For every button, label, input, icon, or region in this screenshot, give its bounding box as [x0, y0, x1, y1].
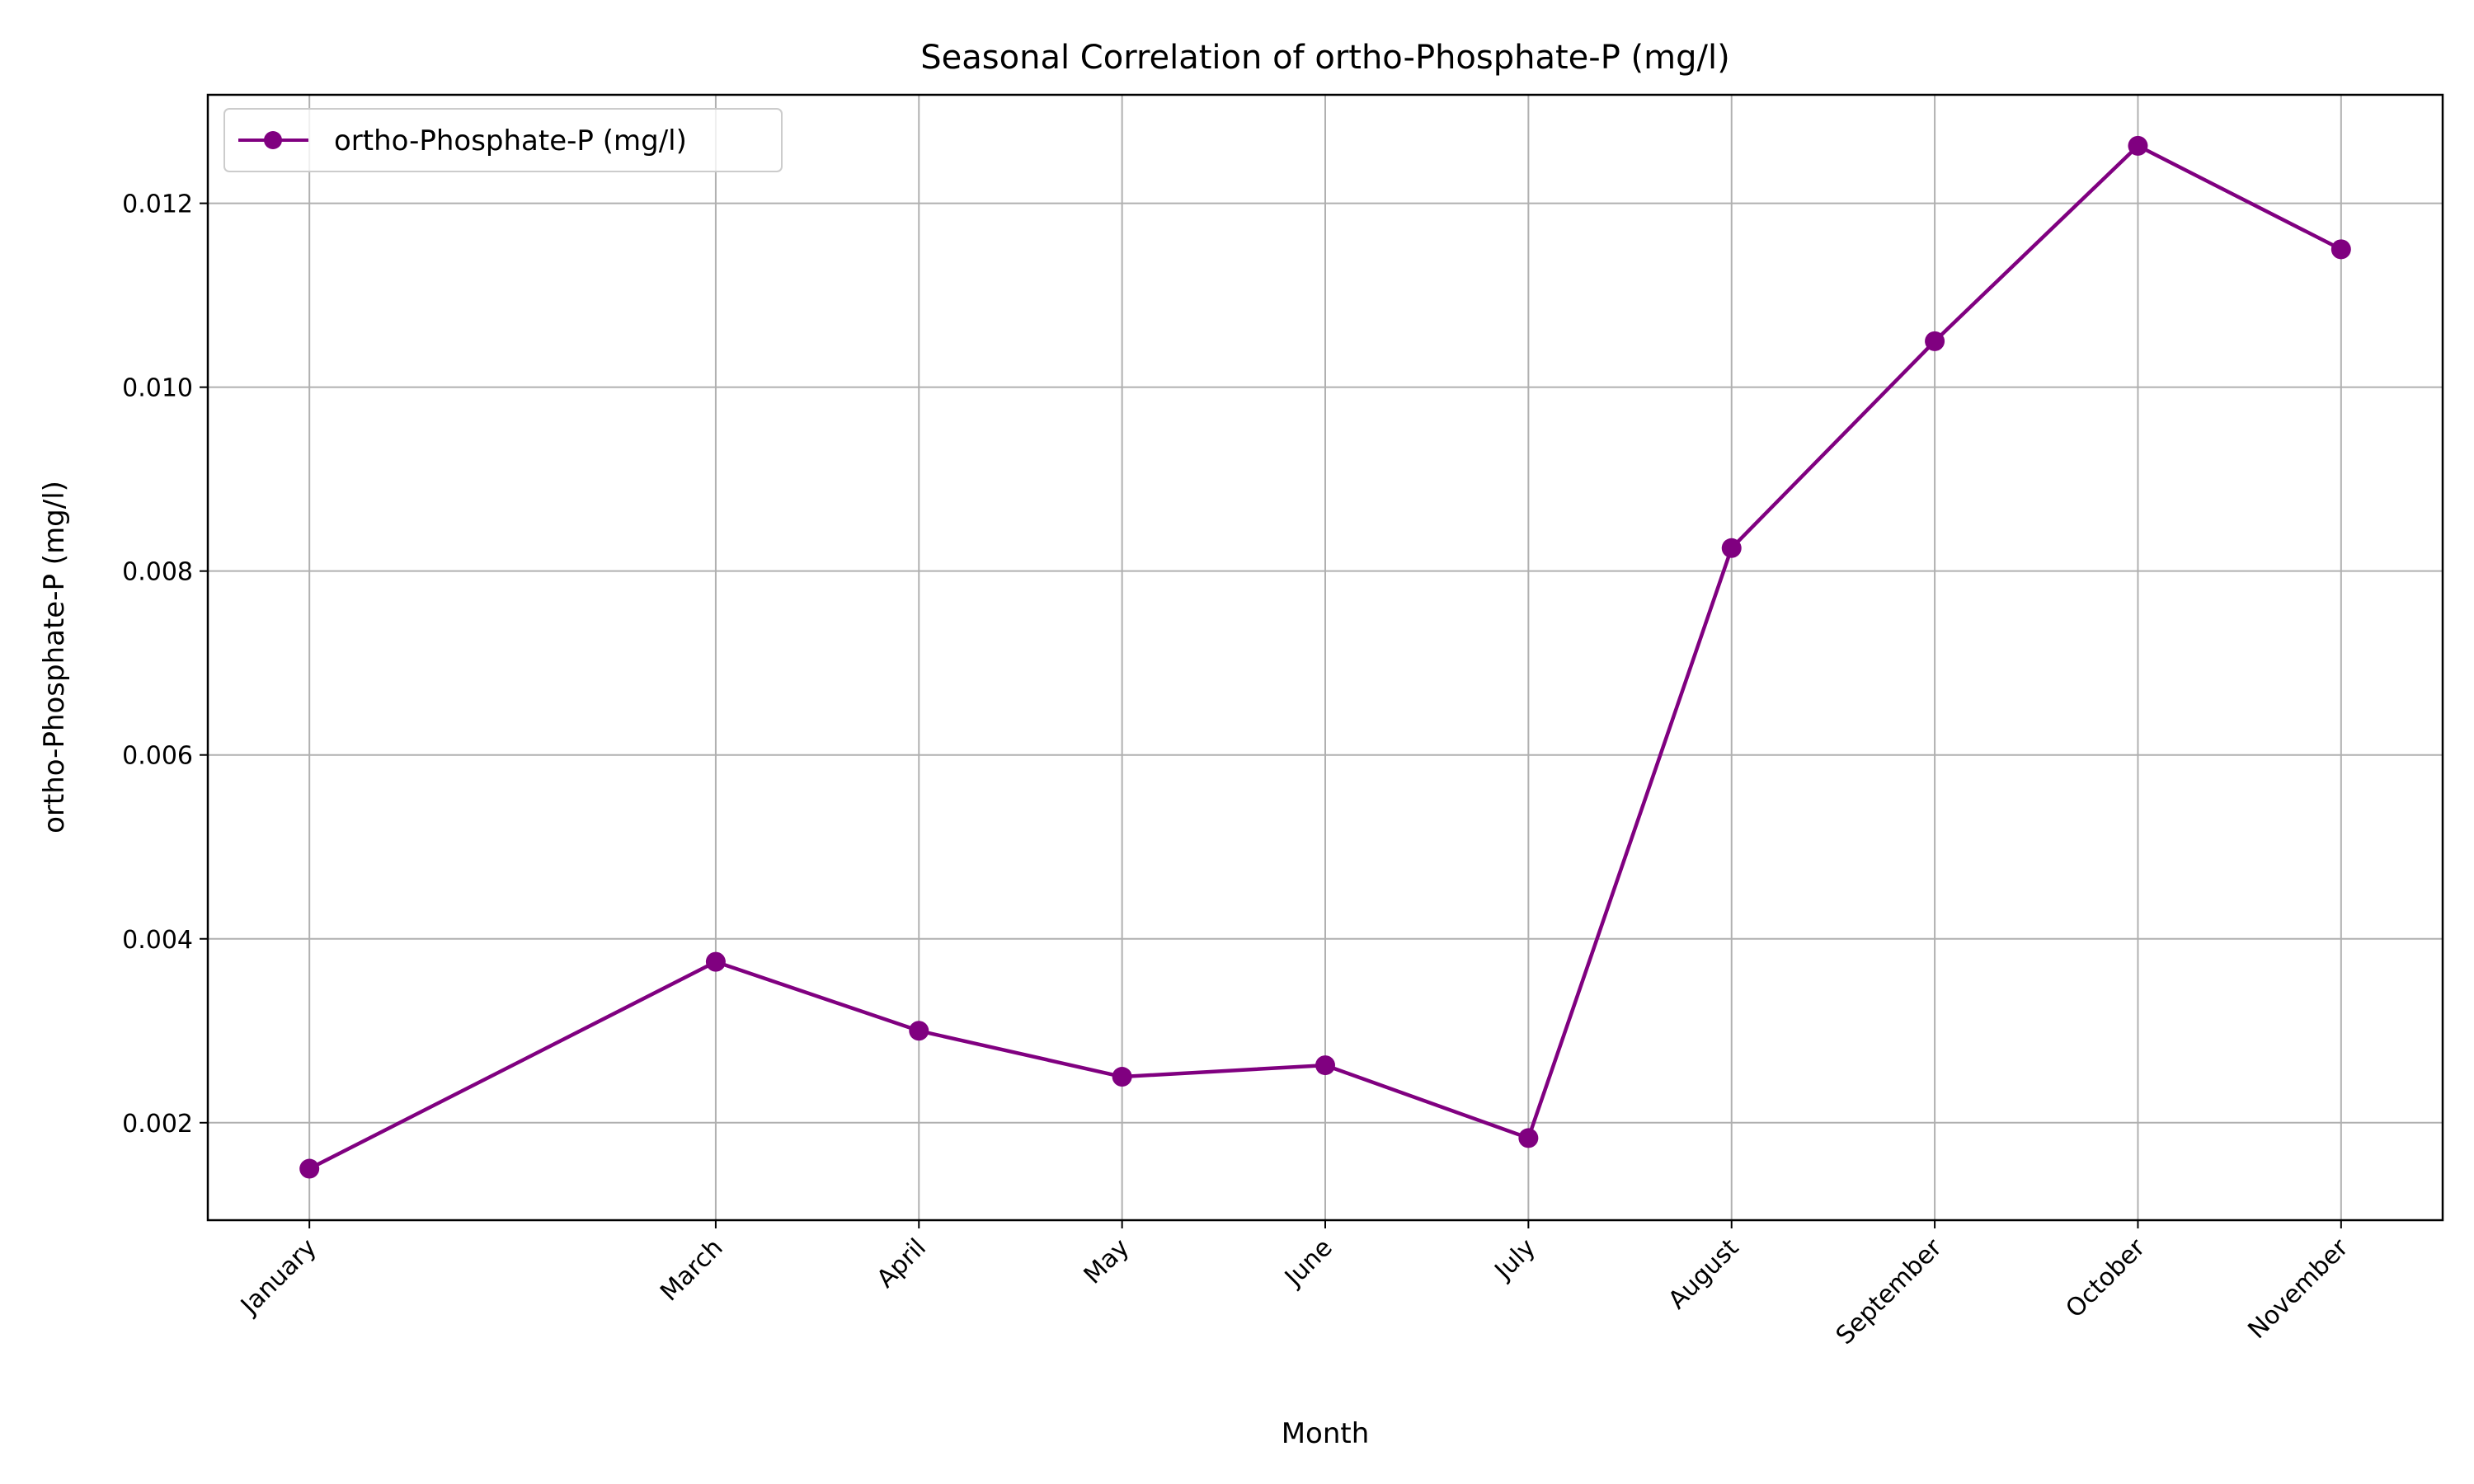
y-tick-label: 0.006 — [122, 742, 193, 771]
data-point-marker — [1721, 538, 1742, 558]
chart-title: Seasonal Correlation of ortho-Phosphate-… — [920, 39, 1729, 77]
data-point-marker — [299, 1158, 320, 1179]
y-axis-title: ortho-Phosphate-P (mg/l) — [38, 481, 71, 834]
legend-label: ortho-Phosphate-P (mg/l) — [334, 124, 687, 157]
data-point-marker — [2331, 239, 2351, 260]
grid-lines — [208, 95, 2443, 1220]
data-point-marker — [1112, 1067, 1132, 1087]
y-tick-label: 0.002 — [122, 1110, 193, 1139]
y-tick-label: 0.004 — [122, 926, 193, 955]
series-layer — [299, 135, 2351, 1179]
data-point-marker — [1925, 331, 1945, 351]
data-point-marker — [909, 1021, 929, 1041]
y-tick-label: 0.012 — [122, 190, 193, 219]
legend: ortho-Phosphate-P (mg/l) — [223, 108, 783, 172]
data-point-marker — [705, 951, 726, 972]
series-line — [308, 143, 2342, 1171]
legend-box — [223, 108, 783, 172]
x-axis-title: Month — [1282, 1417, 1370, 1450]
data-point-marker — [2128, 135, 2148, 156]
y-tick-label: 0.010 — [122, 374, 193, 403]
data-point-marker — [1518, 1128, 1539, 1148]
y-tick-label: 0.008 — [122, 558, 193, 587]
plot-area-frame — [206, 93, 2444, 1222]
legend-marker — [264, 131, 282, 149]
data-point-marker — [1315, 1055, 1335, 1076]
